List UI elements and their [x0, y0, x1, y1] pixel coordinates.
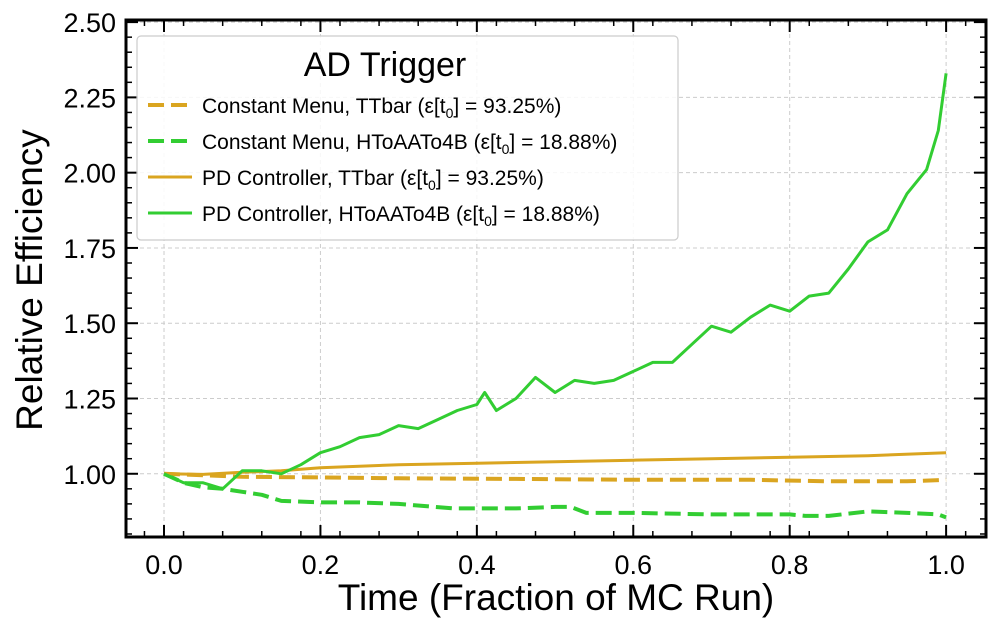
x-axis-label: Time (Fraction of MC Run) [338, 577, 775, 618]
legend-title: AD Trigger [304, 46, 467, 84]
y-tick-label: 1.00 [63, 460, 116, 490]
legend-label-1: Constant Menu, HToAATo4B (ε[t0] = 18.88%… [202, 131, 617, 157]
y-tick-label: 1.25 [63, 384, 116, 414]
legend-label-text: Constant Menu, TTbar (ε[t [202, 95, 446, 118]
legend-label-text: ] = 18.88%) [509, 131, 617, 154]
y-tick-label: 2.25 [63, 83, 116, 113]
legend-label-text: PD Controller, HToAATo4B (ε[t [202, 203, 484, 226]
legend-label-subscript: 0 [502, 141, 510, 157]
x-tick-label: 0.6 [614, 550, 652, 580]
legend-box [136, 35, 679, 241]
legend-label-text: PD Controller, TTbar (ε[t [202, 167, 428, 190]
legend-label-subscript: 0 [484, 213, 492, 229]
y-tick-label: 1.50 [63, 309, 116, 339]
plot-frame [124, 18, 988, 539]
series-line-0 [163, 471, 947, 484]
legend-label-2: PD Controller, TTbar (ε[t0] = 93.25%) [202, 167, 544, 193]
series-line-2 [163, 451, 947, 476]
legend-label-text: ] = 93.25%) [453, 95, 561, 118]
legend-label-3: PD Controller, HToAATo4B (ε[t0] = 18.88%… [202, 203, 600, 229]
legend-label-0: Constant Menu, TTbar (ε[t0] = 93.25%) [202, 95, 561, 121]
legend-label-subscript: 0 [446, 105, 454, 121]
x-tick-label: 0.8 [771, 550, 809, 580]
legend: AD Trigger Constant Menu, TTbar (ε[t0] =… [136, 35, 679, 241]
y-tick-labels: 1.00 1.25 1.50 1.75 2.00 2.25 2.50 [63, 8, 116, 490]
legend-label-text: ] = 18.88%) [492, 203, 600, 226]
x-tick-label: 0.4 [458, 550, 496, 580]
y-tick-label: 1.75 [63, 234, 116, 264]
y-tick-label: 2.00 [63, 159, 116, 189]
series-line-3 [163, 73, 948, 491]
series-lines [163, 73, 948, 520]
y-tick-label: 2.50 [63, 8, 116, 38]
x-tick-labels: 0.0 0.2 0.4 0.6 0.8 1.0 [145, 550, 965, 580]
x-tick-label: 1.0 [927, 550, 965, 580]
series-line-1 [163, 471, 947, 520]
x-tick-label: 0.2 [302, 550, 340, 580]
y-axis-label: Relative Efficiency [9, 129, 50, 431]
legend-label-text: Constant Menu, HToAATo4B (ε[t [202, 131, 502, 154]
legend-entries: Constant Menu, TTbar (ε[t0] = 93.25%)Con… [148, 95, 617, 229]
x-tick-label: 0.0 [145, 550, 183, 580]
legend-label-subscript: 0 [428, 177, 436, 193]
legend-label-text: ] = 93.25%) [436, 167, 544, 190]
